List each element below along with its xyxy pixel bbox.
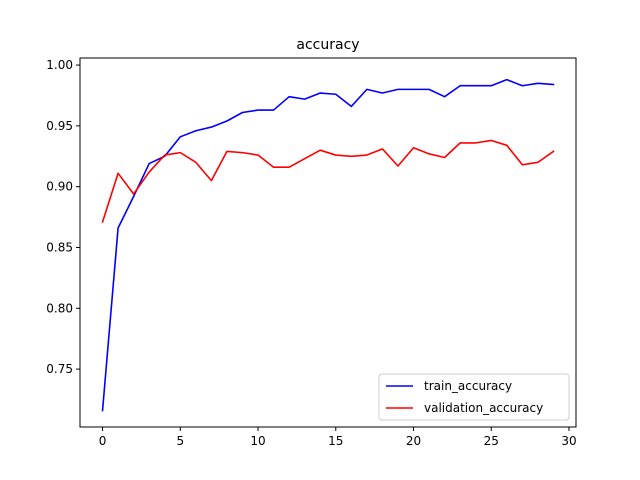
- x-tick-label: 5: [176, 434, 184, 448]
- series-line-validation-accuracy: [101, 139, 555, 223]
- y-tick-label: 1.00: [46, 58, 73, 72]
- y-tick-label: 0.95: [46, 119, 73, 133]
- series-line-train-accuracy: [101, 78, 555, 412]
- y-tick-label: 0.75: [46, 362, 73, 376]
- plot-frame: [79, 57, 577, 428]
- x-tick-label: 15: [328, 434, 343, 448]
- x-tick-label: 25: [484, 434, 499, 448]
- legend-label-validation-accuracy: validation_accuracy: [424, 401, 543, 415]
- legend-label-train-accuracy: train_accuracy: [424, 379, 512, 393]
- x-tick-label: 0: [99, 434, 107, 448]
- x-tick-label: 30: [561, 434, 576, 448]
- legend: train_accuracy validation_accuracy: [378, 373, 570, 421]
- x-tick-label: 10: [250, 434, 265, 448]
- x-axis: 0 5 10 15 20 25 30: [99, 427, 577, 448]
- series-lines: [101, 78, 555, 412]
- chart-title: accuracy: [296, 37, 359, 53]
- y-axis: 0.75 0.80 0.85 0.90 0.95 1.00: [46, 58, 80, 376]
- y-tick-label: 0.90: [46, 180, 73, 194]
- legend-box: [378, 373, 570, 421]
- y-tick-label: 0.80: [46, 301, 73, 315]
- x-tick-label: 20: [406, 434, 421, 448]
- y-tick-label: 0.85: [46, 240, 73, 254]
